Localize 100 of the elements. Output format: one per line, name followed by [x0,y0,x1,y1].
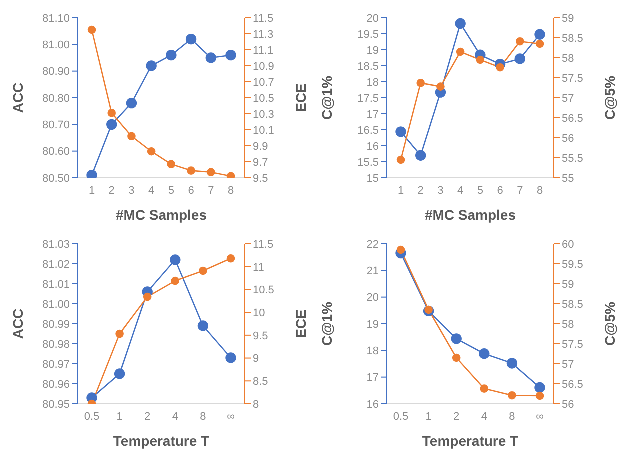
x-tick-label: 8 [200,410,206,423]
y2-tick-label: 57 [562,92,574,105]
x-tick-label: ∞ [227,410,236,423]
y-tick-label: 15 [366,172,379,185]
x-tick-label: 1 [398,184,404,197]
y2-tick-label: 10.9 [253,60,274,73]
point [455,18,466,30]
point [146,60,157,72]
point [88,26,96,34]
y-tick-label: 15.5 [358,156,379,169]
point [143,292,152,302]
x-tick-label: 4 [481,410,488,423]
y-tick-label: 81.03 [42,238,70,251]
x-tick-label: 5 [168,184,174,197]
x-tick-label: 3 [128,184,135,197]
y-tick-label: 80.80 [42,92,70,105]
y2-axis-title: C@5% [602,75,618,120]
point [436,82,445,91]
x-axis-title: #MC Samples [424,207,516,223]
y2-tick-label: 57.5 [562,338,584,351]
x-tick-label: 0.5 [84,410,100,423]
y2-tick-label: 9.9 [253,140,268,153]
y2-tick-label: 57 [562,358,574,371]
point [456,48,465,56]
y-tick-label: 16 [366,140,379,153]
y2-tick-label: 58 [562,318,574,331]
y-axis-title: ACC [10,308,26,340]
x-tick-label: 5 [477,184,484,197]
x-tick-label: 2 [418,184,424,197]
point [187,166,196,175]
x-tick-label: 7 [208,184,214,197]
y-tick-label: 80.90 [42,66,70,78]
point [514,54,526,64]
point [226,254,236,263]
y2-tick-label: 58.5 [562,298,584,311]
y2-tick-label: 58.5 [562,32,584,45]
y-axis-title: C@1% [318,75,335,120]
y-tick-label: 19 [366,318,379,331]
point [206,168,216,177]
y2-tick-label: 9.5 [253,172,268,185]
point [126,98,138,109]
x-tick-label: 1 [116,410,123,423]
point [516,37,524,46]
point [396,156,406,164]
y2-tick-label: 11.5 [253,238,274,251]
x-tick-label: 2 [144,410,151,423]
point [476,56,485,64]
y2-tick-label: 56.5 [562,378,584,391]
point [171,276,180,286]
point [452,354,461,362]
point [198,320,209,332]
y-tick-label: 81.02 [42,258,70,271]
y-tick-label: 81.01 [42,278,70,291]
y2-tick-label: 57.5 [562,72,584,85]
y2-tick-label: 10 [253,307,266,320]
y-tick-label: 80.98 [42,338,70,351]
y-axis-title: C@1% [318,301,335,346]
x-axis-title: #MC Samples [116,207,208,223]
y2-tick-label: 11.3 [253,28,274,41]
x-tick-label: 2 [454,410,460,423]
y2-tick-label: 8 [253,398,260,411]
point [496,63,504,72]
point [536,40,544,48]
y-tick-label: 81.00 [42,298,70,311]
x-tick-label: 3 [438,184,444,197]
x-tick-label: ∞ [536,410,544,423]
point [424,306,433,314]
x-tick-label: 7 [517,184,524,197]
point [451,334,462,344]
y-tick-label: 17 [366,372,379,384]
y-tick-label: 80.97 [42,358,70,371]
x-tick-label: 1 [88,184,96,197]
point [226,50,236,61]
y-tick-label: 81.10 [42,12,70,25]
y-tick-label: 19.5 [358,28,379,41]
y2-tick-label: 10.3 [253,108,274,121]
point [480,384,489,393]
y2-tick-label: 58 [562,52,574,65]
point [534,29,546,40]
point [416,150,426,161]
point [536,392,544,400]
point [416,79,426,88]
y2-tick-label: 10.5 [253,284,274,297]
point [206,52,216,64]
y-tick-label: 80.60 [42,146,70,158]
y2-tick-label: 59 [562,278,574,291]
y-tick-label: 16 [366,398,379,411]
y2-tick-label: 60 [562,238,574,251]
point [114,368,126,380]
point [479,348,490,360]
y2-tick-label: 56.5 [562,112,584,125]
y-tick-label: 21 [366,266,379,278]
y2-tick-label: 59 [562,12,574,25]
x-tick-label: 8 [509,410,516,423]
point [170,254,181,266]
x-tick-label: 2 [108,184,115,197]
x-axis-title: Temperature T [113,433,210,449]
point [508,391,516,400]
y-tick-label: 81.00 [42,40,70,52]
x-tick-label: 8 [228,184,234,197]
